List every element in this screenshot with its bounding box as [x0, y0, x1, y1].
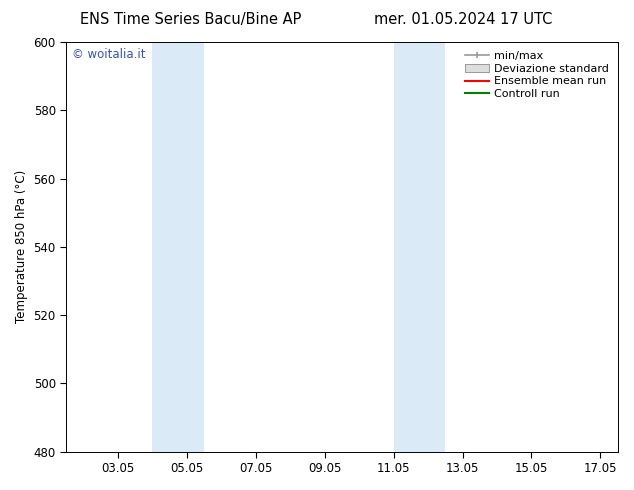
Bar: [152, 42, 204, 452]
Text: © woitalia.it: © woitalia.it: [72, 48, 145, 61]
Y-axis label: Temperature 850 hPa (°C): Temperature 850 hPa (°C): [15, 170, 28, 323]
Bar: [394, 42, 445, 452]
Text: mer. 01.05.2024 17 UTC: mer. 01.05.2024 17 UTC: [373, 12, 552, 27]
Legend: min/max, Deviazione standard, Ensemble mean run, Controll run: min/max, Deviazione standard, Ensemble m…: [462, 48, 612, 102]
Text: ENS Time Series Bacu/Bine AP: ENS Time Series Bacu/Bine AP: [79, 12, 301, 27]
